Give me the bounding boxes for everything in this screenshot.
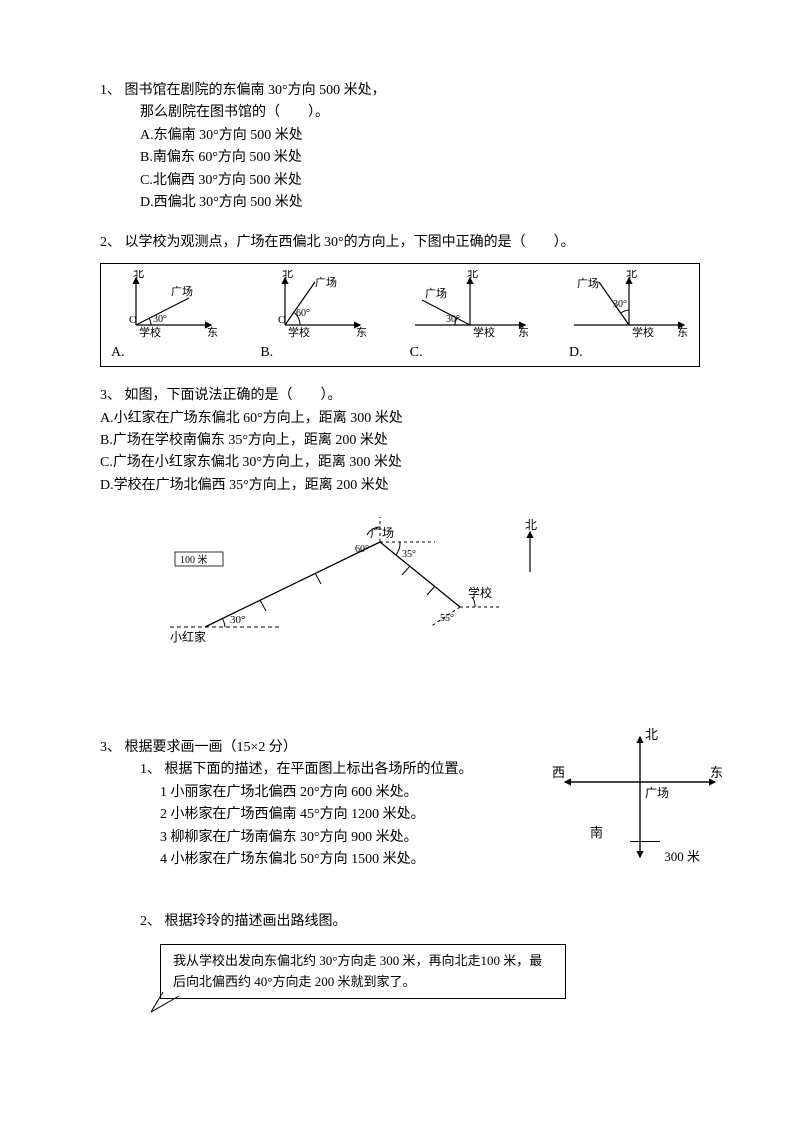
q1-optC: C.北偏西 30°方向 500 米处: [100, 170, 700, 192]
svg-text:学校: 学校: [473, 325, 495, 339]
svg-text:学校: 学校: [632, 325, 654, 339]
svg-text:南: 南: [590, 825, 603, 840]
svg-text:北: 北: [626, 270, 637, 280]
q1-optA: A.东偏南 30°方向 500 米处: [100, 125, 700, 147]
svg-text:西: 西: [552, 765, 565, 780]
question-1: 1、 图书馆在剧院的东偏南 30°方向 500 米处， 那么剧院在图书馆的（ ）…: [100, 80, 700, 214]
plaza-label-d: 广场: [577, 276, 599, 290]
question-3: 3、 如图，下面说法正确的是（ ）。 A.小红家在广场东偏北 60°方向上，距离…: [100, 385, 700, 647]
sub1-stem: 根据下面的描述，在平面图上标出各场所的位置。: [165, 762, 473, 777]
drawing-section: 3、 根据要求画一画（15×2 分） 1、 根据下面的描述，在平面图上标出各场所…: [100, 737, 700, 999]
scale-label: 300 米: [664, 847, 700, 868]
q1-line1: 1、 图书馆在剧院的东偏南 30°方向 500 米处，: [100, 80, 700, 102]
draw-num: 3、: [100, 740, 121, 755]
svg-text:北: 北: [467, 270, 478, 280]
scale-line: [630, 841, 660, 842]
q1-stem1: 图书馆在剧院的东偏南 30°方向 500 米处，: [125, 83, 386, 98]
speech-text: 我从学校出发向东偏北约 30°方向走 300 米，再向北走100 米，最后向北偏…: [173, 953, 542, 989]
q2-labelB: B.: [260, 342, 370, 364]
angle-label-b: 60°: [296, 308, 310, 319]
q2-stem: 以学校为观测点，广场在西偏北 30°的方向上，下图中正确的是（ ）。: [125, 235, 575, 250]
svg-text:广场: 广场: [645, 786, 669, 800]
svg-text:东: 东: [518, 326, 529, 339]
q3-diagram: 100 米 小红家 30°: [150, 517, 750, 647]
q3-number: 3、: [100, 388, 121, 403]
plaza-label-c: 广场: [425, 286, 447, 300]
axis-north-label: 北: [133, 270, 144, 280]
question-2: 2、 以学校为观测点，广场在西偏北 30°的方向上，下图中正确的是（ ）。 北 …: [100, 232, 700, 367]
q2-diagram-panel: 北 东 O 学校 广场 30° A. 北 东 O 学校 广场: [100, 263, 700, 367]
q2-labelC: C.: [410, 342, 530, 364]
axis-origin-label: O: [129, 314, 137, 326]
q2-diagram-b: 北 东 O 学校 广场 60° B.: [260, 270, 370, 364]
q1-number: 1、: [100, 83, 121, 98]
svg-text:东: 东: [356, 326, 367, 339]
axis-school-label: 学校: [139, 325, 161, 339]
svg-text:北: 北: [645, 727, 658, 742]
q3-line: 3、 如图，下面说法正确的是（ ）。: [100, 385, 700, 407]
axis-east-label: 东: [207, 326, 218, 339]
svg-text:北: 北: [282, 270, 293, 280]
svg-text:学校: 学校: [288, 325, 310, 339]
q1-optD: D.西偏北 30°方向 500 米处: [100, 192, 700, 214]
speech-bubble: 我从学校出发向东偏北约 30°方向走 300 米，再向北走100 米，最后向北偏…: [160, 944, 566, 1000]
q3-optB: B.广场在学校南偏东 35°方向上，距离 200 米处: [100, 430, 700, 452]
svg-text:100 米: 100 米: [180, 553, 208, 566]
q2-number: 2、: [100, 235, 121, 250]
sub2-stem: 根据玲玲的描述画出路线图。: [165, 914, 347, 929]
angle-label-c: 30°: [446, 314, 460, 325]
q1-stem2: 那么剧院在图书馆的（ ）。: [100, 102, 700, 124]
svg-text:O: O: [278, 314, 286, 326]
draw-title-text: 根据要求画一画（15×2 分）: [125, 740, 297, 755]
q3-optD: D.学校在广场北偏西 35°方向上，距离 200 米处: [100, 475, 700, 497]
svg-text:北: 北: [525, 518, 537, 532]
svg-text:东: 东: [677, 326, 688, 339]
plaza-label-b: 广场: [315, 275, 337, 289]
q2-line: 2、 以学校为观测点，广场在西偏北 30°的方向上，下图中正确的是（ ）。: [100, 232, 700, 254]
sub2-num: 2、: [140, 914, 161, 929]
q3-stem: 如图，下面说法正确的是（ ）。: [125, 388, 342, 403]
svg-text:学校: 学校: [468, 585, 492, 600]
compass-diagram: 北 南 东 西 广场: [550, 727, 730, 877]
angle-label-d: 30°: [613, 299, 627, 310]
svg-text:东: 东: [710, 765, 723, 780]
q1-optB: B.南偏东 60°方向 500 米处: [100, 147, 700, 169]
draw-sub2: 2、 根据玲玲的描述画出路线图。: [100, 911, 700, 933]
q2-diagram-c: 北 东 学校 广场 30° C.: [410, 270, 530, 364]
q2-diagram-d: 北 东 学校 广场 30° D.: [569, 270, 689, 364]
q2-labelA: A.: [111, 342, 221, 364]
svg-text:35°: 35°: [402, 549, 416, 560]
q2-labelD: D.: [569, 342, 689, 364]
plaza-label-a: 广场: [171, 284, 193, 298]
svg-text:60°: 60°: [355, 544, 369, 555]
q2-diagram-a: 北 东 O 学校 广场 30° A.: [111, 270, 221, 364]
q3-optA: A.小红家在广场东偏北 60°方向上，距离 300 米处: [100, 408, 700, 430]
speech-tail-icon: [151, 992, 191, 1016]
svg-text:小红家: 小红家: [170, 629, 206, 644]
svg-text:广场: 广场: [370, 526, 394, 540]
angle-label-a: 30°: [153, 314, 167, 325]
sub1-num: 1、: [140, 762, 161, 777]
svg-text:30°: 30°: [230, 614, 245, 626]
svg-text:55°: 55°: [440, 613, 454, 624]
q3-optC: C.广场在小红家东偏北 30°方向上，距离 300 米处: [100, 452, 700, 474]
